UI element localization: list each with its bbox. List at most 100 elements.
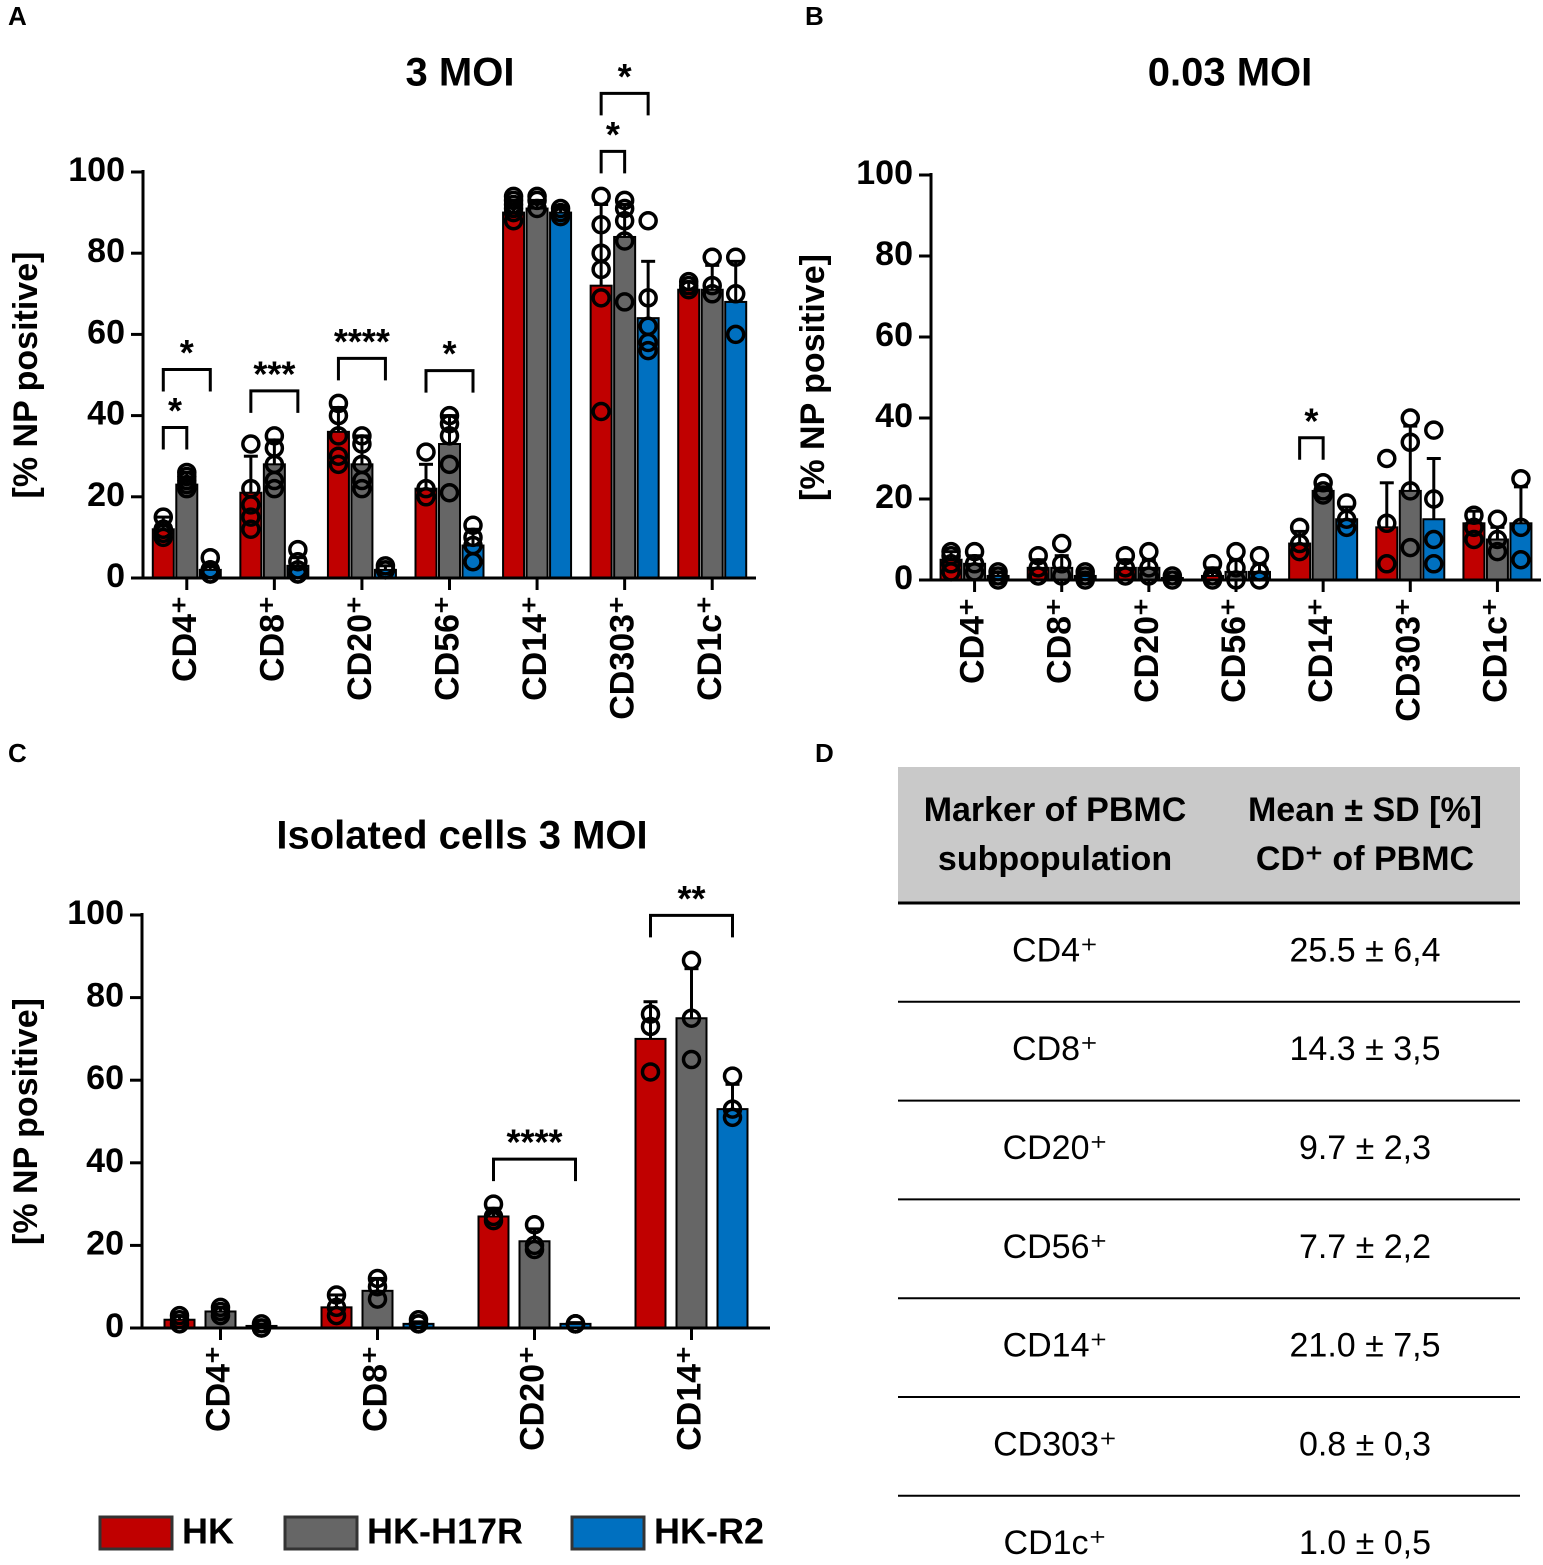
significance-label: **** xyxy=(334,321,390,362)
bar xyxy=(589,284,613,579)
y-tick-label: 40 xyxy=(86,1142,124,1180)
data-point xyxy=(503,202,524,223)
bar xyxy=(1398,489,1422,581)
error-bar xyxy=(1426,457,1441,520)
y-axis-label: [% NP positive] xyxy=(7,252,45,499)
x-tick-label: CD8⁺ xyxy=(1041,598,1079,684)
x-tick-label: CD14⁺ xyxy=(670,1346,708,1451)
data-point xyxy=(1226,541,1246,562)
significance-bracket: * xyxy=(1298,400,1325,460)
data-point xyxy=(439,405,460,426)
data-point xyxy=(408,1314,429,1334)
legend-label: HK-H17R xyxy=(367,1511,523,1552)
y-axis-label: [% NP positive] xyxy=(794,254,832,501)
data-point xyxy=(416,442,436,462)
data-point xyxy=(614,210,635,231)
x-tick-label: CD8⁺ xyxy=(253,596,291,682)
x-tick-label: CD4⁺ xyxy=(166,596,204,682)
x-tick-label: CD1c⁺ xyxy=(691,596,729,701)
x-tick-label: CD14⁺ xyxy=(1302,598,1340,703)
bar xyxy=(700,288,724,579)
data-point xyxy=(153,527,174,548)
y-tick-label: 0 xyxy=(106,557,125,595)
bar xyxy=(634,1037,667,1330)
data-point xyxy=(702,247,722,268)
data-point xyxy=(1249,545,1270,566)
data-point xyxy=(725,324,746,345)
table-cell: 14.3 ± 3,5 xyxy=(1290,1030,1441,1068)
data-point xyxy=(614,231,635,251)
significance-bracket: * xyxy=(161,390,189,450)
table-header-bg xyxy=(898,767,1520,903)
y-tick-label: 60 xyxy=(87,313,125,351)
table-cell: CD1c⁺ xyxy=(1004,1524,1107,1562)
data-point xyxy=(416,487,436,507)
data-point xyxy=(1028,558,1048,578)
y-tick-label: 80 xyxy=(86,977,124,1015)
data-point xyxy=(702,284,722,304)
data-point xyxy=(1400,481,1421,501)
data-point xyxy=(326,1297,347,1318)
x-tick-label: CD303⁺ xyxy=(1389,598,1427,722)
data-point xyxy=(1424,529,1444,550)
data-point xyxy=(722,1066,743,1086)
data-point xyxy=(367,1289,388,1309)
data-point xyxy=(638,340,658,361)
data-point xyxy=(352,478,372,499)
data-point xyxy=(591,186,611,207)
data-point xyxy=(681,1008,702,1028)
data-point xyxy=(681,1049,702,1070)
data-point xyxy=(439,454,460,475)
data-point xyxy=(550,206,571,227)
x-tick-label: CD56⁺ xyxy=(428,596,466,701)
bar xyxy=(525,207,549,579)
data-point xyxy=(288,552,308,572)
panel-letter: A xyxy=(8,1,27,31)
table-header: subpopulation xyxy=(938,840,1172,878)
data-point xyxy=(638,210,658,231)
significance-bracket: *** xyxy=(249,353,300,413)
data-point xyxy=(352,470,372,491)
data-point xyxy=(352,434,372,454)
bar xyxy=(549,211,573,579)
significance-bracket: ** xyxy=(649,878,734,938)
data-point xyxy=(352,426,372,446)
data-point xyxy=(527,190,547,211)
significance-bracket: * xyxy=(161,332,212,392)
error-bar xyxy=(156,515,171,530)
data-point xyxy=(1487,529,1508,550)
table-cell: CD20⁺ xyxy=(1003,1129,1108,1167)
data-point xyxy=(328,454,349,475)
y-tick-label: 40 xyxy=(875,397,913,435)
y-tick-label: 100 xyxy=(856,154,913,192)
data-point xyxy=(463,515,483,535)
bar xyxy=(675,1017,708,1329)
data-point xyxy=(678,279,699,300)
legend-label: HK-R2 xyxy=(654,1511,764,1552)
data-point xyxy=(1400,432,1421,453)
data-point xyxy=(241,495,261,515)
error-bar xyxy=(1292,529,1307,544)
data-point xyxy=(565,1314,586,1334)
data-point xyxy=(1424,554,1444,574)
chart-title: Isolated cells 3 MOI xyxy=(276,814,647,858)
bracket xyxy=(424,369,475,393)
data-point xyxy=(702,275,722,296)
table-header: Mean ± SD [%] xyxy=(1248,791,1482,829)
data-point xyxy=(1511,517,1531,538)
error-bar xyxy=(419,462,433,489)
table-cell: 25.5 ± 6,4 xyxy=(1290,931,1441,969)
data-point xyxy=(241,434,261,454)
y-tick-label: 20 xyxy=(86,1224,124,1262)
data-point xyxy=(1464,505,1484,525)
y-tick-label: 0 xyxy=(894,559,913,597)
bracket xyxy=(649,913,734,938)
data-point xyxy=(169,1314,190,1334)
bracket xyxy=(1298,436,1325,460)
x-tick-label: CD56⁺ xyxy=(1215,598,1253,703)
data-point xyxy=(439,426,460,446)
error-bar xyxy=(728,259,743,302)
data-point xyxy=(177,474,197,495)
data-point xyxy=(1313,485,1333,505)
